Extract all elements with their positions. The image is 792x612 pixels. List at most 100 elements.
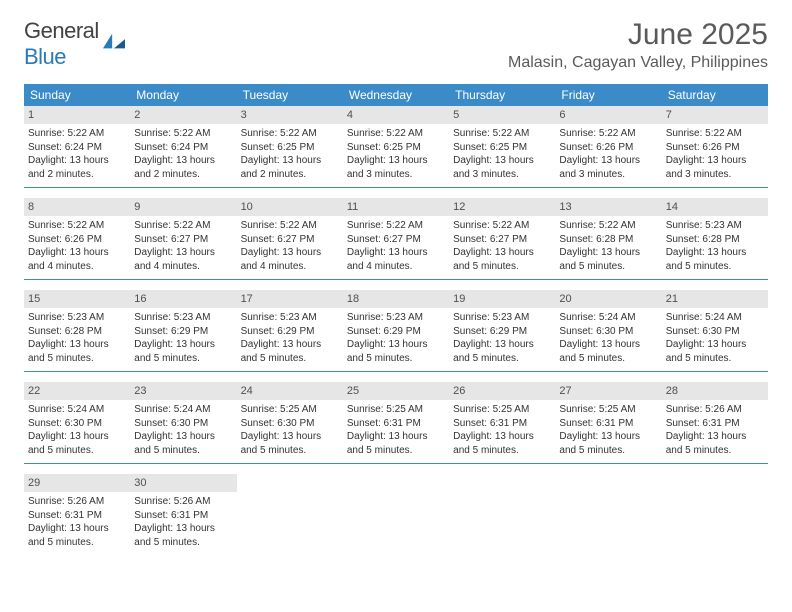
- day-info-line: Sunset: 6:31 PM: [134, 509, 232, 523]
- day-info-line: Sunrise: 5:22 AM: [453, 127, 551, 141]
- day-cell: 20Sunrise: 5:24 AMSunset: 6:30 PMDayligh…: [555, 290, 661, 371]
- day-cell: 22Sunrise: 5:24 AMSunset: 6:30 PMDayligh…: [24, 382, 130, 463]
- day-info-line: Daylight: 13 hours: [134, 338, 232, 352]
- day-cell: 3Sunrise: 5:22 AMSunset: 6:25 PMDaylight…: [237, 106, 343, 187]
- day-info-line: Sunrise: 5:22 AM: [134, 127, 232, 141]
- day-number: 25: [343, 382, 449, 400]
- day-info-line: Sunset: 6:31 PM: [28, 509, 126, 523]
- day-info-line: Daylight: 13 hours: [666, 338, 764, 352]
- day-info-line: Sunrise: 5:26 AM: [28, 495, 126, 509]
- day-number: 29: [24, 474, 130, 492]
- day-info-line: and 4 minutes.: [347, 260, 445, 274]
- day-number: 22: [24, 382, 130, 400]
- day-info-line: Daylight: 13 hours: [559, 246, 657, 260]
- location: Malasin, Cagayan Valley, Philippines: [508, 54, 768, 72]
- day-number: 15: [24, 290, 130, 308]
- day-info-line: Sunset: 6:29 PM: [134, 325, 232, 339]
- day-info-line: Daylight: 13 hours: [347, 430, 445, 444]
- day-number: 2: [130, 106, 236, 124]
- day-cell: 30Sunrise: 5:26 AMSunset: 6:31 PMDayligh…: [130, 474, 236, 555]
- day-cell: 7Sunrise: 5:22 AMSunset: 6:26 PMDaylight…: [662, 106, 768, 187]
- day-info-line: and 4 minutes.: [134, 260, 232, 274]
- day-info-line: Daylight: 13 hours: [28, 522, 126, 536]
- logo-text: General Blue: [24, 18, 99, 70]
- day-info-line: and 5 minutes.: [559, 260, 657, 274]
- day-cell: 21Sunrise: 5:24 AMSunset: 6:30 PMDayligh…: [662, 290, 768, 371]
- day-info-line: Sunset: 6:29 PM: [453, 325, 551, 339]
- day-cell: 25Sunrise: 5:25 AMSunset: 6:31 PMDayligh…: [343, 382, 449, 463]
- day-cell: 2Sunrise: 5:22 AMSunset: 6:24 PMDaylight…: [130, 106, 236, 187]
- weeks-container: 1Sunrise: 5:22 AMSunset: 6:24 PMDaylight…: [24, 106, 768, 555]
- day-cell: 15Sunrise: 5:23 AMSunset: 6:28 PMDayligh…: [24, 290, 130, 371]
- day-info-line: Sunset: 6:27 PM: [241, 233, 339, 247]
- dow-cell: Tuesday: [237, 84, 343, 106]
- day-cell: 8Sunrise: 5:22 AMSunset: 6:26 PMDaylight…: [24, 198, 130, 279]
- day-number: 23: [130, 382, 236, 400]
- day-cell: 4Sunrise: 5:22 AMSunset: 6:25 PMDaylight…: [343, 106, 449, 187]
- day-info-line: Sunset: 6:31 PM: [453, 417, 551, 431]
- day-cell: 6 Sunrise: 5:22 AMSunset: 6:26 PMDaylight…: [555, 106, 661, 187]
- day-info-line: Sunset: 6:27 PM: [453, 233, 551, 247]
- calendar: SundayMondayTuesdayWednesdayThursdayFrid…: [0, 76, 792, 555]
- dow-cell: Sunday: [24, 84, 130, 106]
- day-number: 11: [343, 198, 449, 216]
- day-info-line: and 5 minutes.: [453, 260, 551, 274]
- week-row: 1Sunrise: 5:22 AMSunset: 6:24 PMDaylight…: [24, 106, 768, 188]
- day-info-line: and 2 minutes.: [241, 168, 339, 182]
- day-info-line: Daylight: 13 hours: [28, 430, 126, 444]
- logo-part1: General: [24, 18, 99, 43]
- day-info-line: Sunset: 6:30 PM: [28, 417, 126, 431]
- day-info-line: Sunset: 6:27 PM: [134, 233, 232, 247]
- day-info-line: Sunrise: 5:24 AM: [134, 403, 232, 417]
- empty-cell: [555, 474, 661, 555]
- day-info-line: Daylight: 13 hours: [666, 154, 764, 168]
- day-info-line: Sunset: 6:31 PM: [666, 417, 764, 431]
- day-info-line: and 2 minutes.: [28, 168, 126, 182]
- sail-icon: [103, 33, 125, 49]
- day-info-line: Sunrise: 5:22 AM: [559, 127, 657, 141]
- day-info-line: Daylight: 13 hours: [666, 246, 764, 260]
- day-info-line: Sunrise: 5:22 AM: [134, 219, 232, 233]
- day-cell: 16Sunrise: 5:23 AMSunset: 6:29 PMDayligh…: [130, 290, 236, 371]
- day-info-line: Daylight: 13 hours: [666, 430, 764, 444]
- day-info-line: Daylight: 13 hours: [347, 154, 445, 168]
- day-info-line: and 5 minutes.: [453, 352, 551, 366]
- day-info-line: Daylight: 13 hours: [134, 154, 232, 168]
- day-info-line: and 5 minutes.: [559, 444, 657, 458]
- day-info-line: Sunset: 6:26 PM: [559, 141, 657, 155]
- day-number: 6: [555, 106, 661, 124]
- day-number: 7: [662, 106, 768, 124]
- day-number: 16: [130, 290, 236, 308]
- day-info-line: Sunrise: 5:24 AM: [666, 311, 764, 325]
- day-number: 10: [237, 198, 343, 216]
- day-info-line: and 5 minutes.: [666, 444, 764, 458]
- day-number: 26: [449, 382, 555, 400]
- day-info-line: and 4 minutes.: [241, 260, 339, 274]
- day-info-line: Sunrise: 5:23 AM: [241, 311, 339, 325]
- day-info-line: and 4 minutes.: [28, 260, 126, 274]
- day-info-line: Daylight: 13 hours: [559, 154, 657, 168]
- day-info-line: and 3 minutes.: [559, 168, 657, 182]
- day-info-line: Sunrise: 5:26 AM: [134, 495, 232, 509]
- day-cell: 1Sunrise: 5:22 AMSunset: 6:24 PMDaylight…: [24, 106, 130, 187]
- day-number: 3: [237, 106, 343, 124]
- logo-part2: Blue: [24, 44, 66, 69]
- day-cell: 10Sunrise: 5:22 AMSunset: 6:27 PMDayligh…: [237, 198, 343, 279]
- dow-cell: Wednesday: [343, 84, 449, 106]
- day-info-line: Sunrise: 5:25 AM: [559, 403, 657, 417]
- day-number: 24: [237, 382, 343, 400]
- day-info-line: Daylight: 13 hours: [241, 338, 339, 352]
- day-info-line: and 5 minutes.: [666, 260, 764, 274]
- day-cell: 23Sunrise: 5:24 AMSunset: 6:30 PMDayligh…: [130, 382, 236, 463]
- day-number: 27: [555, 382, 661, 400]
- day-info-line: Sunset: 6:31 PM: [347, 417, 445, 431]
- day-info-line: Sunset: 6:28 PM: [666, 233, 764, 247]
- day-info-line: Daylight: 13 hours: [559, 430, 657, 444]
- day-cell: 12Sunrise: 5:22 AMSunset: 6:27 PMDayligh…: [449, 198, 555, 279]
- day-info-line: Sunset: 6:26 PM: [28, 233, 126, 247]
- day-cell: 9Sunrise: 5:22 AMSunset: 6:27 PMDaylight…: [130, 198, 236, 279]
- day-cell: 11Sunrise: 5:22 AMSunset: 6:27 PMDayligh…: [343, 198, 449, 279]
- day-info-line: and 5 minutes.: [453, 444, 551, 458]
- day-info-line: Sunset: 6:24 PM: [28, 141, 126, 155]
- day-number: 28: [662, 382, 768, 400]
